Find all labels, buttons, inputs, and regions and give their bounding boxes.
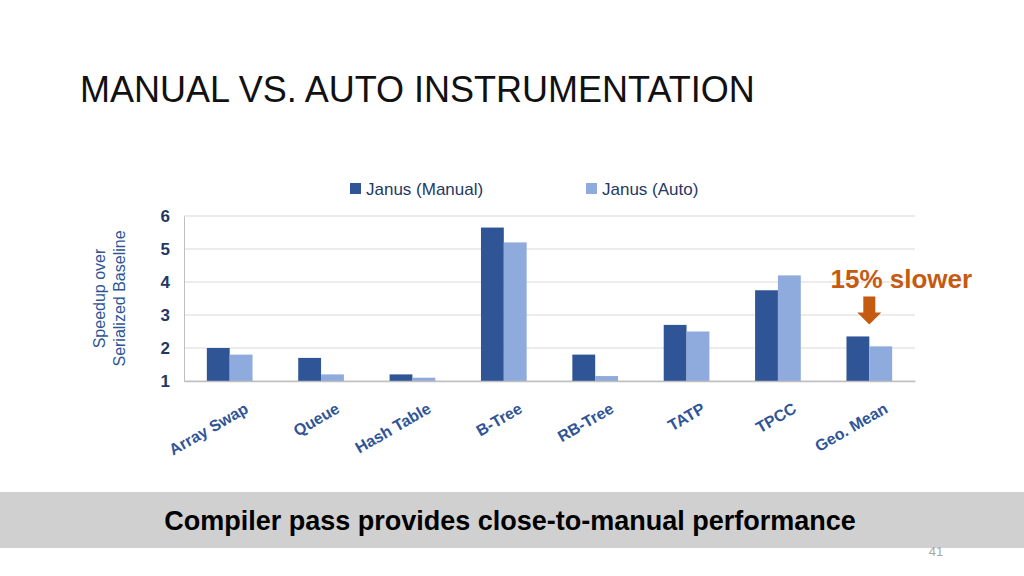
- tick: 3: [161, 306, 184, 325]
- bar: [687, 332, 710, 382]
- chart: MANUAL VS. AUTO INSTRUMENTATION 1 2 3 4 5 6 Arr…: [0, 0, 1024, 576]
- bar: [321, 374, 344, 381]
- annotation-arrow: [857, 296, 881, 324]
- grid: [184, 216, 915, 381]
- tick-label: 4: [161, 273, 171, 292]
- y-axis: 1 2 3 4 5 6: [161, 207, 185, 391]
- tick-label: 6: [161, 207, 170, 226]
- footer-banner: [0, 492, 1024, 548]
- bar: [572, 355, 595, 381]
- x-axis: Array Swap QueueHash Table B-Tree RB-Tree TA…: [166, 381, 915, 458]
- grid-line: [184, 348, 915, 349]
- bar: [504, 242, 527, 381]
- bar: [412, 378, 435, 381]
- bars: [207, 228, 892, 381]
- bar: [595, 376, 618, 381]
- legend-swatch: [350, 183, 361, 194]
- legend-label: Janus (Auto): [602, 180, 698, 199]
- annotation: 15% slower: [830, 264, 972, 294]
- grid-line: [184, 249, 915, 250]
- tick: Hash Table: [352, 381, 433, 456]
- grid-line: [184, 282, 915, 283]
- tick: 5: [161, 240, 184, 259]
- tick: Geo. Mean: [812, 381, 891, 455]
- tick: 2: [161, 339, 184, 358]
- bar: [481, 228, 504, 381]
- grid-line: [184, 381, 915, 382]
- tick: TPCC: [753, 381, 800, 436]
- tick: 1: [161, 372, 184, 391]
- axis-line: [184, 217, 185, 382]
- tick: TATP: [665, 381, 708, 434]
- tick-label: RB-Tree: [555, 400, 617, 445]
- tick-label: TATP: [665, 399, 708, 434]
- bar: [207, 348, 230, 381]
- tick: Queue: [291, 381, 343, 439]
- tick-label: Array Swap: [166, 400, 251, 459]
- y-axis-title-line: Speedup over: [91, 248, 108, 348]
- tick-label: Queue: [291, 400, 343, 440]
- tick: RB-Tree: [555, 381, 617, 445]
- axis-line: [185, 381, 916, 383]
- bar: [230, 355, 253, 381]
- bar: [846, 336, 869, 381]
- legend-swatch: [586, 183, 597, 194]
- bar: [390, 374, 413, 381]
- tick-label: Geo. Mean: [812, 400, 891, 455]
- bar: [664, 325, 687, 381]
- y-axis-title: Speedup overSerialized Baseline: [91, 230, 128, 366]
- tick-label: 3: [161, 306, 170, 325]
- tick-label: 2: [161, 339, 170, 358]
- tick: 4: [161, 273, 184, 292]
- tick-label: 5: [161, 240, 170, 259]
- tick: B-Tree: [473, 381, 525, 439]
- y-axis-title-line: Serialized Baseline: [111, 230, 128, 366]
- title: MANUAL VS. AUTO INSTRUMENTATION: [80, 69, 755, 110]
- grid-line: [184, 216, 915, 217]
- legend: Janus (Manual) Janus (Auto): [350, 180, 698, 199]
- footer: Compiler pass provides close-to-manual p…: [164, 506, 856, 536]
- tick-label: Hash Table: [352, 400, 433, 457]
- tick: Array Swap: [166, 381, 251, 458]
- bar: [778, 275, 801, 381]
- legend-label: Janus (Manual): [366, 180, 483, 199]
- tick-label: 1: [161, 372, 170, 391]
- tick: 6: [161, 207, 184, 226]
- grid-line: [184, 315, 915, 316]
- bar: [755, 290, 778, 381]
- tick-label: TPCC: [753, 399, 800, 436]
- tick-label: B-Tree: [473, 400, 525, 440]
- bar: [869, 346, 892, 381]
- page-number: 41: [929, 544, 943, 559]
- bar: [298, 358, 321, 381]
